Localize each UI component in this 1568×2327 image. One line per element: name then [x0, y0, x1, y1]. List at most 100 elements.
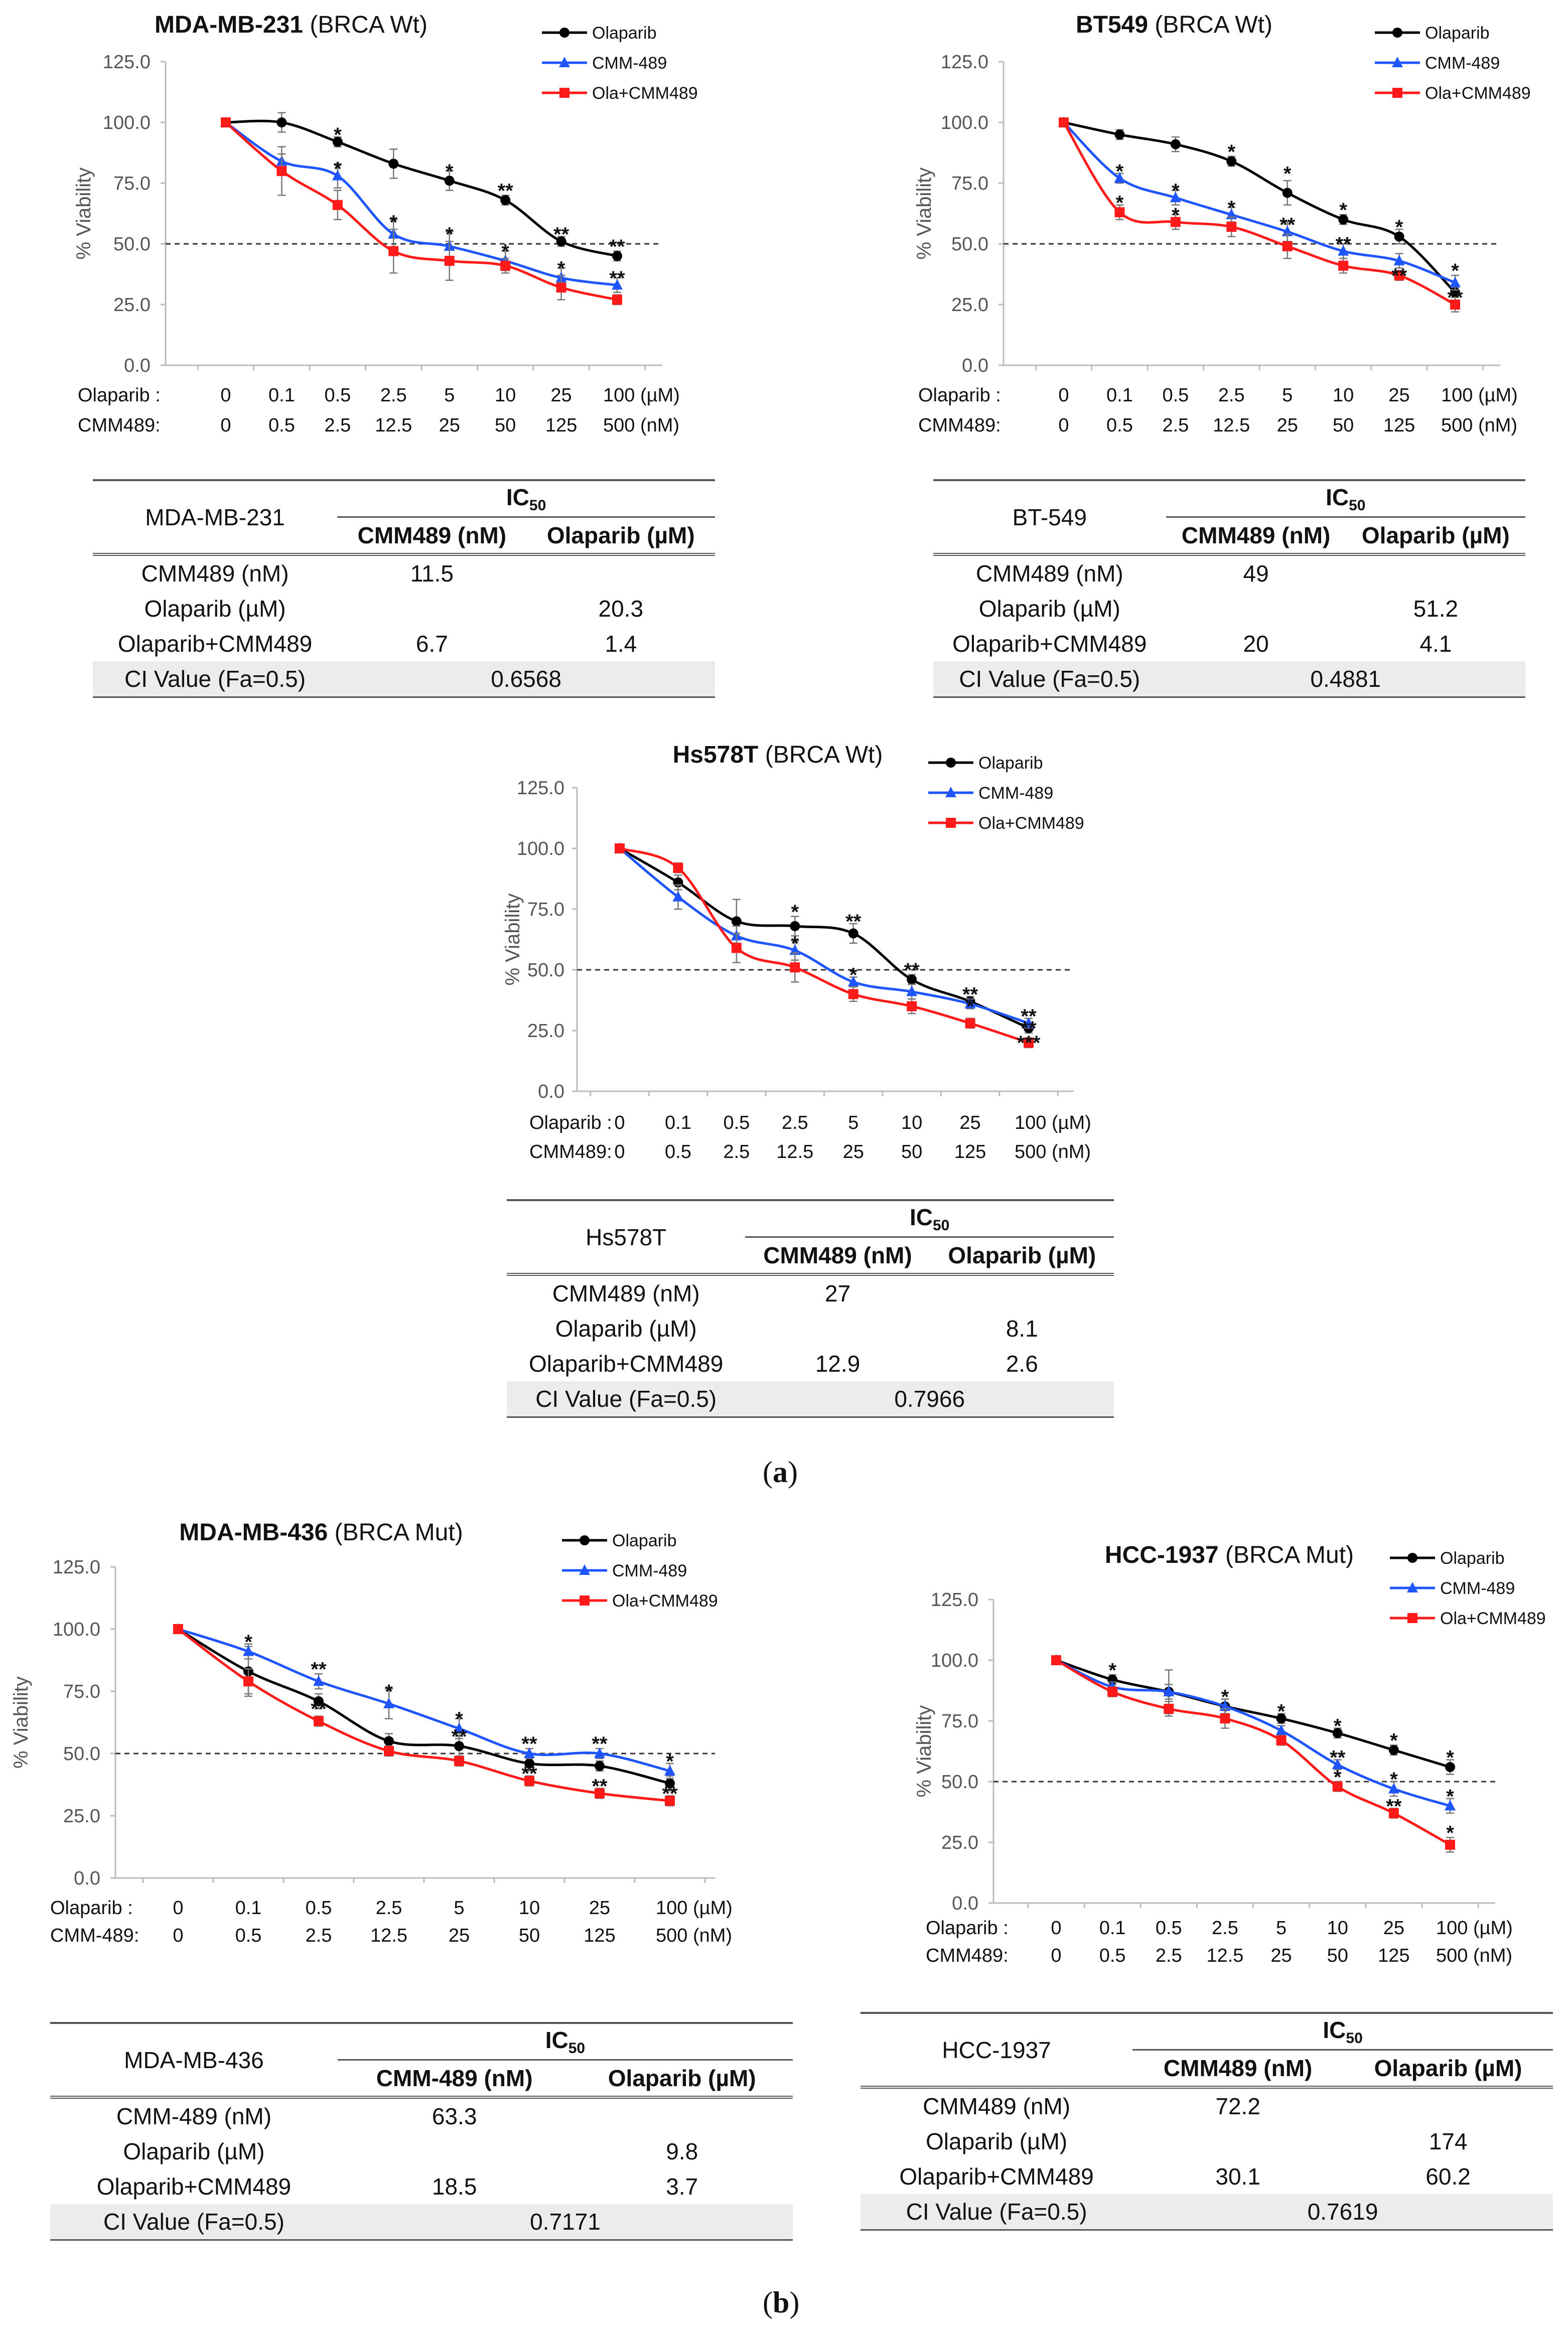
x-tick-label: 500 (nM) — [1015, 1141, 1091, 1162]
significance-mark: ** — [662, 1783, 678, 1805]
significance-mark: ** — [845, 911, 862, 933]
x-tick-label: 25 — [439, 415, 460, 436]
table-row: Olaparib+CMM489 30.1 60.2 — [899, 2163, 1471, 2190]
x-tick-label: 10 — [1327, 1918, 1348, 1939]
legend-label: CMM-489 — [592, 54, 667, 73]
significance-mark: * — [849, 964, 858, 986]
ci-row: CI Value (Fa=0.5) 0.7171 — [50, 2204, 793, 2241]
significance-mark: ** — [592, 1733, 608, 1755]
legend-label: Ola+CMM489 — [1440, 1609, 1546, 1628]
significance-mark: ** — [1279, 214, 1296, 236]
y-tick-label: 0.0 — [962, 355, 988, 376]
table-row: Olaparib+CMM489 18.5 3.7 — [96, 2173, 698, 2200]
panel-label-a: (a) — [763, 1456, 798, 1489]
x-tick-label: 125 — [545, 415, 577, 436]
y-tick-label: 100.0 — [53, 1619, 100, 1640]
x-tick-label: 0.5 — [1099, 1945, 1126, 1966]
x-tick-label: 2.5 — [380, 385, 407, 406]
ic50-header: IC50 — [337, 480, 715, 518]
data-point — [847, 976, 859, 987]
data-point — [1338, 260, 1349, 271]
data-point — [612, 251, 622, 261]
significance-mark: ** — [553, 224, 569, 246]
data-point — [454, 1741, 464, 1752]
significance-mark: *** — [1017, 1032, 1041, 1054]
y-tick-label: 0.0 — [124, 355, 151, 376]
data-point — [500, 260, 511, 271]
y-tick-label: 125.0 — [941, 52, 988, 73]
data-point — [1394, 231, 1404, 242]
table-cell-line: MDA-MB-231 — [145, 504, 285, 530]
x-tick-label: 2.5 — [782, 1112, 808, 1133]
legend-marker — [945, 787, 956, 797]
data-point — [964, 997, 976, 1008]
legend-label: Olaparib — [592, 24, 657, 43]
significance-mark: ** — [521, 1763, 537, 1785]
data-point — [1276, 1735, 1287, 1746]
ic50-header: IC50 — [1132, 2013, 1553, 2051]
significance-mark: * — [1339, 199, 1347, 221]
legend-marker — [559, 88, 569, 98]
data-point — [1332, 1759, 1343, 1770]
x-tick-label: 0 — [173, 1898, 183, 1919]
table-row: CMM489 (nM) 72.2 — [923, 2093, 1260, 2119]
x-tick-label: 500 (nM) — [656, 1925, 732, 1946]
legend-label: CMM-489 — [978, 784, 1053, 803]
col-header-cmm489: CMM489 (nM) — [357, 522, 507, 548]
data-point — [276, 117, 287, 127]
y-tick-label: 100.0 — [931, 1650, 978, 1671]
chart-panel-mda-mb-436: MDA-MB-436 (BRCA Mut) 0.0 25.0 50.0 75.0 100.… — [0, 1505, 753, 1967]
y-tick-label: 50.0 — [951, 234, 988, 255]
significance-mark: * — [446, 161, 454, 183]
x-tick-label: 0.1 — [235, 1898, 262, 1919]
y-tick-label: 25.0 — [63, 1806, 100, 1827]
x-tick-label: 0.1 — [1106, 385, 1133, 406]
ci-row: CI Value (Fa=0.5) 0.4881 — [933, 661, 1525, 698]
legend-label: Ola+CMM489 — [1425, 84, 1531, 103]
data-point — [332, 170, 343, 181]
data-point — [595, 1788, 605, 1799]
x-tick-label: 100 (µM) — [1436, 1918, 1513, 1939]
x-tick-label: 0 — [1051, 1918, 1061, 1939]
chart-mda-mb-231: MDA-MB-231 (BRCA Wt) 0.0 25.0 50.0 75.0 100.0… — [73, 12, 698, 436]
col-header-olaparib: Olaparib (µM) — [608, 2065, 756, 2091]
y-tick-label: 50.0 — [527, 960, 564, 981]
y-axis-label: % Viability — [913, 1705, 935, 1798]
dose-row-label: Olaparib : — [926, 1918, 1009, 1939]
data-point — [500, 195, 511, 205]
data-point — [1107, 1686, 1118, 1697]
significance-mark: * — [1221, 1686, 1229, 1708]
significance-mark: * — [446, 224, 454, 246]
significance-mark: ** — [1391, 265, 1407, 287]
x-tick-label: 25 — [959, 1112, 980, 1133]
x-tick-label: 0.5 — [306, 1898, 332, 1919]
x-tick-label: 5 — [454, 1898, 464, 1919]
legend-marker — [580, 1535, 590, 1545]
dose-row-label: Olaparib : — [50, 1898, 133, 1919]
significance-mark: * — [1395, 216, 1403, 238]
y-tick-label: 25.0 — [113, 295, 151, 316]
data-point — [388, 159, 399, 169]
significance-mark: ** — [904, 959, 920, 981]
significance-mark: ** — [1336, 233, 1352, 255]
data-point — [1282, 241, 1293, 251]
x-tick-label: 10 — [1333, 385, 1354, 406]
col-header-cmm489: CMM489 (nM) — [1181, 522, 1331, 548]
y-tick-label: 0.0 — [74, 1868, 100, 1889]
x-tick-label: 5 — [848, 1112, 859, 1133]
dose-row-label: Olaparib : — [529, 1112, 612, 1133]
x-tick-label: 25 — [843, 1141, 864, 1162]
x-tick-label: 125 — [954, 1141, 986, 1162]
x-tick-label: 0 — [220, 385, 231, 406]
y-tick-label: 125.0 — [53, 1557, 100, 1578]
data-point — [388, 246, 399, 256]
x-tick-label: 5 — [1276, 1918, 1287, 1939]
series-line-olaparib — [1056, 1659, 1451, 1769]
x-tick-label: 100 (µM) — [656, 1898, 733, 1919]
x-tick-label: 0.5 — [1106, 415, 1133, 436]
x-tick-label: 2.5 — [1162, 415, 1189, 436]
data-point — [731, 943, 742, 953]
significance-mark: * — [1446, 1786, 1454, 1808]
y-axis-label: % Viability — [73, 168, 95, 260]
significance-mark: ** — [1330, 1747, 1346, 1769]
